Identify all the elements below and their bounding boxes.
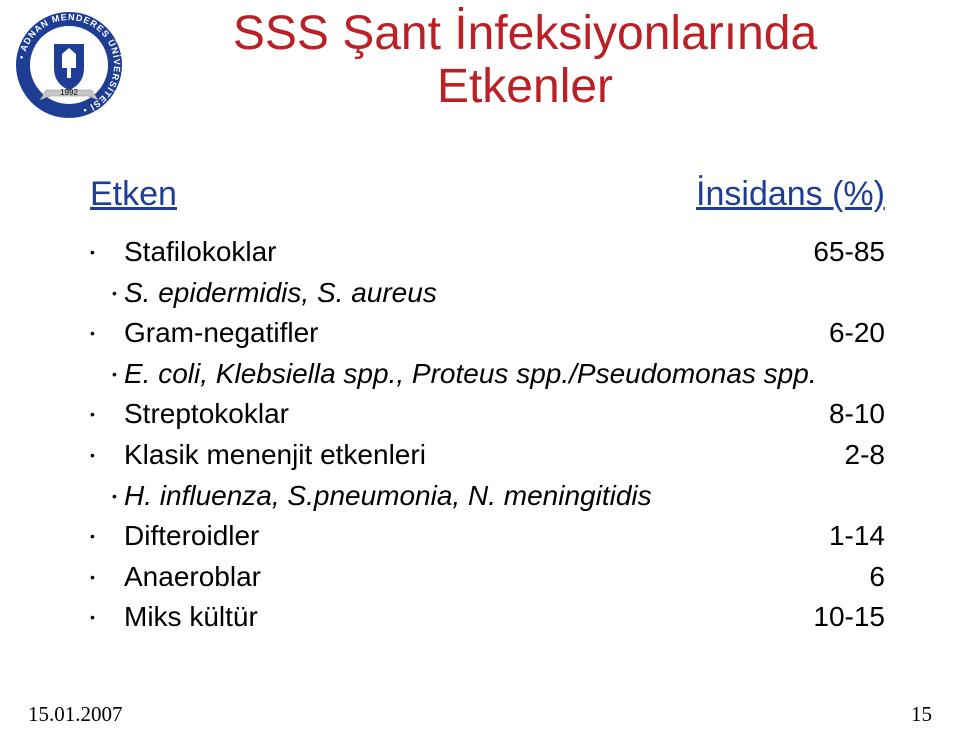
- bullet-icon: •: [90, 404, 124, 424]
- bullet-icon: •: [90, 364, 124, 384]
- table-row: •Klasik menenjit etkenleri2-8: [90, 435, 885, 476]
- footer-page: 15: [911, 702, 932, 727]
- row-label: Anaeroblar: [124, 557, 849, 598]
- footer-date: 15.01.2007: [28, 702, 123, 727]
- table-row: •Anaeroblar6: [90, 557, 885, 598]
- table-row: •Stafilokoklar65-85: [90, 232, 885, 273]
- bullet-icon: •: [90, 486, 124, 506]
- bullet-icon: •: [90, 242, 124, 262]
- table-body: •Stafilokoklar65-85•S. epidermidis, S. a…: [90, 232, 885, 638]
- table-row: •Miks kültür10-15: [90, 597, 885, 638]
- row-label: Streptokoklar: [124, 394, 809, 435]
- content-area: Etken İnsidans (%) •Stafilokoklar65-85•S…: [90, 175, 885, 638]
- header-insidans: İnsidans (%): [696, 175, 885, 214]
- row-label: Gram-negatifler: [124, 313, 809, 354]
- logo-year: 1992: [60, 88, 78, 97]
- header-etken: Etken: [90, 175, 177, 214]
- row-label: Stafilokoklar: [124, 232, 793, 273]
- row-value: 8-10: [809, 394, 885, 435]
- row-value: 6-20: [809, 313, 885, 354]
- title-line-2: Etkenler: [150, 61, 900, 114]
- row-label: Difteroidler: [124, 516, 809, 557]
- bullet-icon: •: [90, 445, 124, 465]
- table-header: Etken İnsidans (%): [90, 175, 885, 214]
- bullet-icon: •: [90, 323, 124, 343]
- row-label: E. coli, Klebsiella spp., Proteus spp./P…: [124, 354, 885, 395]
- university-logo: • ADNAN MENDERES ÜNİVERSİTESİ • 1992: [14, 10, 124, 120]
- title-line-1: SSS Şant İnfeksiyonlarında: [150, 8, 900, 61]
- row-value: 10-15: [793, 597, 885, 638]
- row-value: 2-8: [825, 435, 885, 476]
- bullet-icon: •: [90, 567, 124, 587]
- bullet-icon: •: [90, 526, 124, 546]
- row-label: Miks kültür: [124, 597, 793, 638]
- row-value: 65-85: [793, 232, 885, 273]
- slide-title: SSS Şant İnfeksiyonlarında Etkenler: [150, 8, 900, 114]
- table-row: •S. epidermidis, S. aureus: [90, 273, 885, 314]
- table-row: •H. influenza, S.pneumonia, N. meningiti…: [90, 476, 885, 517]
- table-row: •E. coli, Klebsiella spp., Proteus spp./…: [90, 354, 885, 395]
- row-value: 1-14: [809, 516, 885, 557]
- row-label: Klasik menenjit etkenleri: [124, 435, 825, 476]
- table-row: •Streptokoklar8-10: [90, 394, 885, 435]
- table-row: •Difteroidler1-14: [90, 516, 885, 557]
- slide-footer: 15.01.2007 15: [28, 702, 932, 727]
- row-label: H. influenza, S.pneumonia, N. meningitid…: [124, 476, 885, 517]
- row-label: S. epidermidis, S. aureus: [124, 273, 885, 314]
- bullet-icon: •: [90, 607, 124, 627]
- bullet-icon: •: [90, 283, 124, 303]
- row-value: 6: [849, 557, 885, 598]
- table-row: •Gram-negatifler6-20: [90, 313, 885, 354]
